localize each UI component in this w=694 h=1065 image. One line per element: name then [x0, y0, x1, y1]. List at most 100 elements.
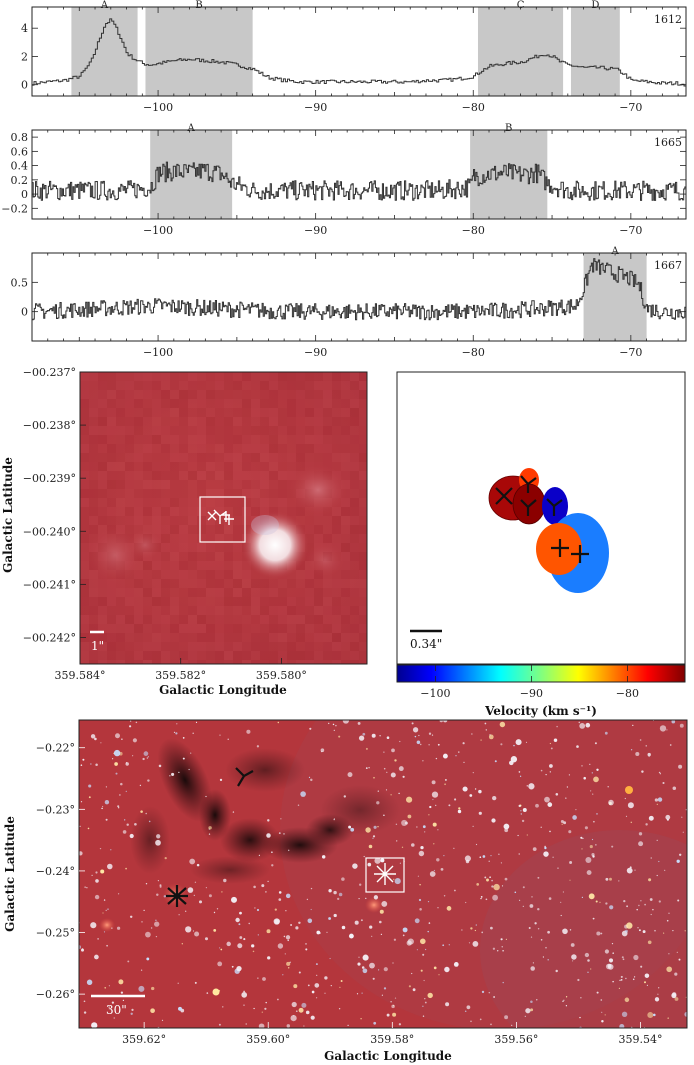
- star: [654, 929, 656, 932]
- star: [376, 801, 380, 805]
- image-pixel: [161, 471, 170, 480]
- star: [647, 752, 651, 757]
- image-pixel: [89, 426, 98, 435]
- star: [399, 740, 401, 743]
- star: [218, 1023, 221, 1026]
- image-pixel: [287, 426, 296, 435]
- star: [308, 776, 311, 779]
- image-pixel: [161, 579, 170, 588]
- image-pixel: [359, 597, 367, 606]
- image-pixel: [341, 408, 350, 417]
- image-pixel: [107, 471, 116, 480]
- spectrum-trace: [32, 258, 687, 321]
- image-pixel: [215, 480, 224, 489]
- image-pixel: [206, 417, 215, 426]
- star: [502, 949, 504, 952]
- image-pixel: [332, 426, 341, 435]
- star: [295, 926, 299, 930]
- y-tick-label: −0.2: [1, 202, 28, 215]
- star: [129, 720, 132, 722]
- star: [120, 991, 124, 994]
- image-pixel: [134, 588, 143, 597]
- star: [125, 762, 128, 764]
- image-pixel: [152, 426, 161, 435]
- image-pixel: [224, 642, 233, 651]
- star: [580, 997, 582, 999]
- image-pixel: [179, 651, 188, 660]
- x-tick-label: 359.58°: [370, 1033, 414, 1046]
- image-pixel: [134, 642, 143, 651]
- image-pixel: [170, 462, 179, 471]
- x-tick-label: 359.584°: [55, 669, 106, 682]
- image-pixel: [341, 588, 350, 597]
- star: [142, 757, 145, 761]
- star: [437, 829, 439, 831]
- image-pixel: [215, 435, 224, 444]
- star: [414, 918, 420, 924]
- star: [140, 810, 143, 813]
- image-pixel: [161, 381, 170, 390]
- y-tick-label: −0.24°: [36, 865, 75, 878]
- image-pixel: [188, 489, 197, 498]
- star: [648, 878, 652, 882]
- image-pixel: [359, 381, 367, 390]
- image-pixel: [98, 624, 107, 633]
- star: [104, 987, 106, 989]
- star: [544, 845, 546, 848]
- star: [257, 934, 259, 936]
- star: [575, 809, 577, 811]
- spot-marker-plus: [551, 539, 569, 557]
- image-pixel: [323, 606, 332, 615]
- image-pixel: [206, 453, 215, 462]
- image-pixel: [242, 390, 251, 399]
- star: [621, 1011, 628, 1018]
- image-pixel: [233, 642, 242, 651]
- image-pixel: [350, 624, 359, 633]
- star: [625, 977, 627, 980]
- image-pixel: [179, 579, 188, 588]
- image-pixel: [296, 579, 305, 588]
- star: [525, 1008, 531, 1014]
- star: [147, 756, 149, 758]
- image-pixel: [161, 480, 170, 489]
- image-pixel: [197, 471, 206, 480]
- star: [212, 988, 220, 996]
- image-pixel: [179, 525, 188, 534]
- image-pixel: [152, 588, 161, 597]
- star: [664, 869, 666, 872]
- star: [469, 794, 473, 797]
- star: [418, 734, 420, 737]
- image-pixel: [188, 543, 197, 552]
- star: [626, 867, 633, 874]
- star: [343, 795, 346, 798]
- image-pixel: [89, 579, 98, 588]
- image-pixel: [341, 381, 350, 390]
- star: [448, 804, 451, 807]
- star: [429, 805, 432, 809]
- image-pixel: [251, 588, 260, 597]
- image-pixel: [224, 579, 233, 588]
- image-pixel: [278, 408, 287, 417]
- star: [315, 997, 318, 999]
- star: [287, 967, 290, 969]
- image-pixel: [107, 372, 116, 381]
- image-pixel: [269, 408, 278, 417]
- image-pixel: [206, 444, 215, 453]
- star: [464, 855, 471, 862]
- star: [222, 1006, 224, 1008]
- star: [221, 891, 223, 893]
- image-pixel: [314, 642, 323, 651]
- image-pixel: [269, 462, 278, 471]
- star: [626, 905, 628, 908]
- image-pixel: [134, 435, 143, 444]
- image-pixel: [170, 606, 179, 615]
- star: [624, 997, 630, 1003]
- image-pixel: [341, 435, 350, 444]
- star: [537, 876, 540, 879]
- image-pixel: [251, 624, 260, 633]
- image-pixel: [314, 579, 323, 588]
- image-pixel: [233, 435, 242, 444]
- image-pixel: [152, 372, 161, 381]
- spot-marker-tri: [546, 498, 563, 516]
- star: [498, 853, 500, 855]
